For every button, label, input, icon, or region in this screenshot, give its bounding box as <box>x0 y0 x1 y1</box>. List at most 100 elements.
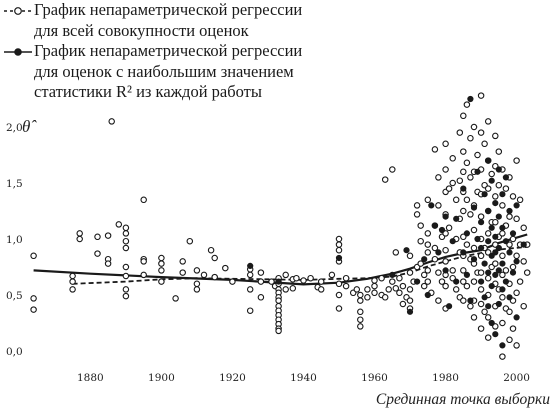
estimate-point <box>484 185 492 192</box>
best-r2-point <box>413 278 421 285</box>
estimate-point <box>335 291 343 299</box>
estimate-point <box>520 224 527 232</box>
estimate-point <box>389 278 396 285</box>
best-r2-point <box>513 202 520 209</box>
best-r2-point <box>442 267 449 274</box>
best-r2-point <box>442 213 449 220</box>
estimate-point <box>502 185 510 192</box>
estimate-point <box>115 221 123 228</box>
legend-filled-circle-solid-icon <box>4 41 34 61</box>
estimate-point <box>378 274 385 282</box>
estimate-point <box>317 278 325 285</box>
estimate-point <box>186 237 194 245</box>
estimate-point <box>122 272 130 280</box>
estimate-point <box>420 282 428 290</box>
estimate-point <box>449 267 456 274</box>
estimate-point <box>207 246 215 254</box>
best-r2-point <box>492 331 499 338</box>
best-r2-point <box>389 271 396 278</box>
estimate-point <box>435 202 442 209</box>
estimate-point <box>502 267 510 274</box>
legend: График непараметрической регрессии для в… <box>4 0 302 103</box>
best-r2-point <box>438 226 446 234</box>
estimate-point <box>104 260 112 267</box>
estimate-point <box>392 285 400 292</box>
data-points <box>30 92 531 360</box>
best-r2-point <box>470 256 478 263</box>
best-r2-point <box>403 247 410 254</box>
estimate-point <box>499 353 506 360</box>
estimate-point <box>122 230 130 237</box>
estimate-point <box>460 148 467 155</box>
estimate-point <box>449 179 456 187</box>
estimate-point <box>406 297 414 304</box>
estimate-point <box>122 286 130 293</box>
estimate-point <box>424 278 432 285</box>
estimate-point <box>484 118 492 125</box>
best-r2-point <box>275 278 282 285</box>
best-r2-point <box>481 260 488 267</box>
estimate-point <box>470 226 478 234</box>
estimate-point <box>392 249 400 256</box>
estimate-point <box>431 255 439 263</box>
estimate-point <box>488 170 495 178</box>
estimate-point <box>484 314 492 321</box>
estimate-point <box>246 271 254 279</box>
best-r2-point <box>477 278 485 285</box>
estimate-point <box>211 273 218 281</box>
estimate-point <box>424 249 432 256</box>
estimate-point <box>463 282 471 290</box>
best-r2-point <box>431 222 438 229</box>
estimate-point <box>140 196 147 204</box>
estimate-point <box>193 267 201 274</box>
estimate-point <box>158 278 165 285</box>
best-r2-point <box>477 219 485 226</box>
estimate-point <box>442 166 449 173</box>
estimate-point <box>257 269 265 276</box>
estimate-point <box>492 218 499 226</box>
estimate-point <box>467 302 474 310</box>
best-r2-point <box>488 224 495 231</box>
estimate-point <box>509 235 517 243</box>
best-r2-point <box>513 314 520 321</box>
estimate-point <box>396 289 403 297</box>
estimate-point <box>495 181 503 189</box>
y-axis-ticks: 0,0 0,5 1,0 1,5 2,0 <box>6 122 23 358</box>
best-r2-point <box>406 308 414 315</box>
estimate-point <box>342 282 350 290</box>
estimate-point <box>442 246 449 254</box>
best-r2-point <box>481 191 488 198</box>
estimate-point <box>509 193 517 200</box>
estimate-point <box>520 302 527 310</box>
estimate-point <box>481 308 488 316</box>
estimate-point <box>477 325 485 332</box>
estimate-point <box>342 274 350 282</box>
best-r2-point <box>453 215 460 222</box>
x-tick-label: 1920 <box>219 372 246 384</box>
estimate-point <box>385 286 392 293</box>
best-r2-point <box>495 166 502 173</box>
estimate-point <box>424 230 432 237</box>
estimate-point <box>523 269 531 276</box>
estimate-point <box>158 260 165 267</box>
best-r2-point <box>463 271 470 278</box>
best-r2-point <box>506 207 513 215</box>
estimate-point <box>463 159 471 167</box>
estimate-point <box>122 263 130 271</box>
estimate-point <box>460 267 467 274</box>
legend-label-all: График непараметрической регрессии для в… <box>34 0 303 40</box>
y-tick-label: 1,5 <box>6 178 23 190</box>
estimate-point <box>140 271 147 279</box>
best-r2-point <box>460 185 467 192</box>
best-r2-point <box>488 282 495 290</box>
estimate-point <box>460 168 467 176</box>
best-r2-point <box>506 294 513 301</box>
best-r2-point <box>467 297 474 304</box>
estimate-point <box>506 336 513 344</box>
estimate-point <box>492 260 499 267</box>
estimate-point <box>470 123 478 131</box>
estimate-point <box>516 196 524 204</box>
estimate-point <box>364 294 371 301</box>
best-r2-point <box>247 262 254 269</box>
legend-entry-all: График непараметрической регрессии для в… <box>4 0 302 41</box>
